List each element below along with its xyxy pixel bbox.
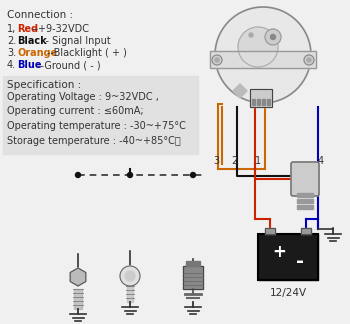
Circle shape (307, 58, 311, 62)
Text: +: + (272, 243, 286, 261)
Bar (250, 89, 272, 107)
Bar (262, 99, 265, 105)
Text: 1,: 1, (7, 24, 16, 34)
Text: --Ground ( - ): --Ground ( - ) (37, 60, 101, 70)
Text: Red: Red (17, 24, 38, 34)
Text: Black: Black (17, 36, 47, 46)
Text: 2: 2 (231, 156, 237, 166)
Circle shape (304, 55, 314, 65)
Bar (3, 76, 198, 154)
Bar (297, 193, 313, 197)
Circle shape (215, 58, 219, 62)
Text: Operating current : ≤60mA;: Operating current : ≤60mA; (7, 107, 143, 117)
Text: Storage temperature : -40~+85°C。: Storage temperature : -40~+85°C。 (7, 135, 181, 145)
Bar (183, 266, 203, 289)
Circle shape (238, 27, 278, 67)
Text: -- Signal Input: -- Signal Input (42, 36, 111, 46)
Bar (210, 51, 316, 68)
Bar (127, 286, 133, 302)
Bar (301, 228, 311, 234)
Bar (301, 228, 311, 234)
Circle shape (127, 172, 133, 178)
Bar (183, 266, 203, 289)
Text: Operating temperature : -30~+75°C: Operating temperature : -30~+75°C (7, 121, 186, 131)
Circle shape (215, 7, 311, 103)
Text: 3: 3 (213, 156, 219, 166)
Circle shape (120, 266, 140, 286)
Bar (252, 99, 255, 105)
Bar (265, 228, 275, 234)
Text: Specification :: Specification : (7, 80, 81, 90)
Text: Blue: Blue (17, 60, 42, 70)
Text: 2.: 2. (7, 36, 16, 46)
Bar (210, 51, 316, 68)
Bar (265, 228, 275, 234)
Text: Orange: Orange (17, 48, 57, 58)
Bar (233, 84, 247, 98)
Text: --Blacklight ( + ): --Blacklight ( + ) (47, 48, 127, 58)
Bar (297, 199, 313, 203)
Bar (297, 205, 313, 209)
Bar (74, 289, 82, 309)
Circle shape (271, 34, 275, 40)
Bar (258, 234, 318, 280)
Text: 4.: 4. (7, 60, 16, 70)
FancyBboxPatch shape (291, 162, 319, 196)
Circle shape (212, 55, 222, 65)
Bar (267, 99, 270, 105)
Bar (258, 234, 318, 280)
Text: -: - (296, 252, 304, 271)
Text: --+9-32VDC: --+9-32VDC (32, 24, 90, 34)
Text: 4: 4 (318, 156, 324, 166)
Circle shape (125, 271, 135, 281)
Bar (250, 89, 272, 107)
Circle shape (76, 172, 80, 178)
Circle shape (265, 29, 281, 45)
Bar (257, 99, 260, 105)
Text: Connection :: Connection : (7, 10, 73, 20)
Text: 1: 1 (255, 156, 261, 166)
Text: 3.: 3. (7, 48, 16, 58)
Text: Operating Voltage : 9~32VDC ,: Operating Voltage : 9~32VDC , (7, 92, 159, 102)
Circle shape (249, 33, 253, 37)
Text: 12/24V: 12/24V (270, 288, 307, 298)
Circle shape (190, 172, 196, 178)
Bar (186, 261, 200, 266)
